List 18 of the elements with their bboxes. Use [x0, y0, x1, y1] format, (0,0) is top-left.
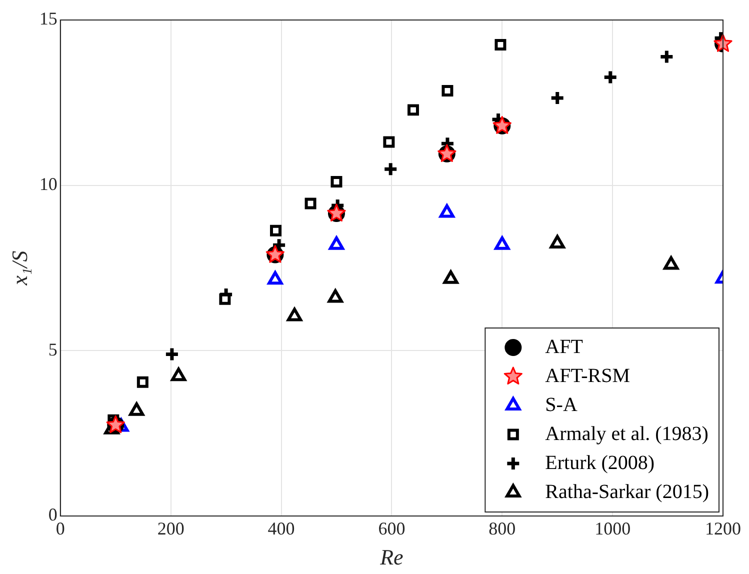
- x-tick-label: 200: [157, 518, 184, 539]
- legend-label: Ratha-Sarkar (2015): [545, 480, 709, 503]
- y-axis-title: x₁/S: [6, 250, 32, 286]
- y-tick-label: 0: [48, 504, 58, 525]
- y-tick-label: 10: [39, 174, 58, 194]
- legend-label: Armaly et al. (1983): [545, 422, 708, 445]
- x-tick-label: 400: [268, 518, 295, 539]
- y-tick-label: 15: [39, 8, 58, 29]
- y-tick-label: 5: [48, 339, 58, 360]
- legend-label: Erturk (2008): [545, 452, 655, 474]
- legend-label: S-A: [545, 394, 578, 416]
- legend-label: AFT-RSM: [545, 364, 630, 387]
- legend-label: AFT: [545, 336, 583, 358]
- x-tick-label: 1200: [705, 518, 741, 539]
- x-axis-title: Re: [379, 544, 404, 570]
- x-tick-label: 1000: [594, 518, 631, 539]
- x-tick-label: 800: [488, 518, 516, 539]
- x-tick-label: 600: [378, 518, 406, 539]
